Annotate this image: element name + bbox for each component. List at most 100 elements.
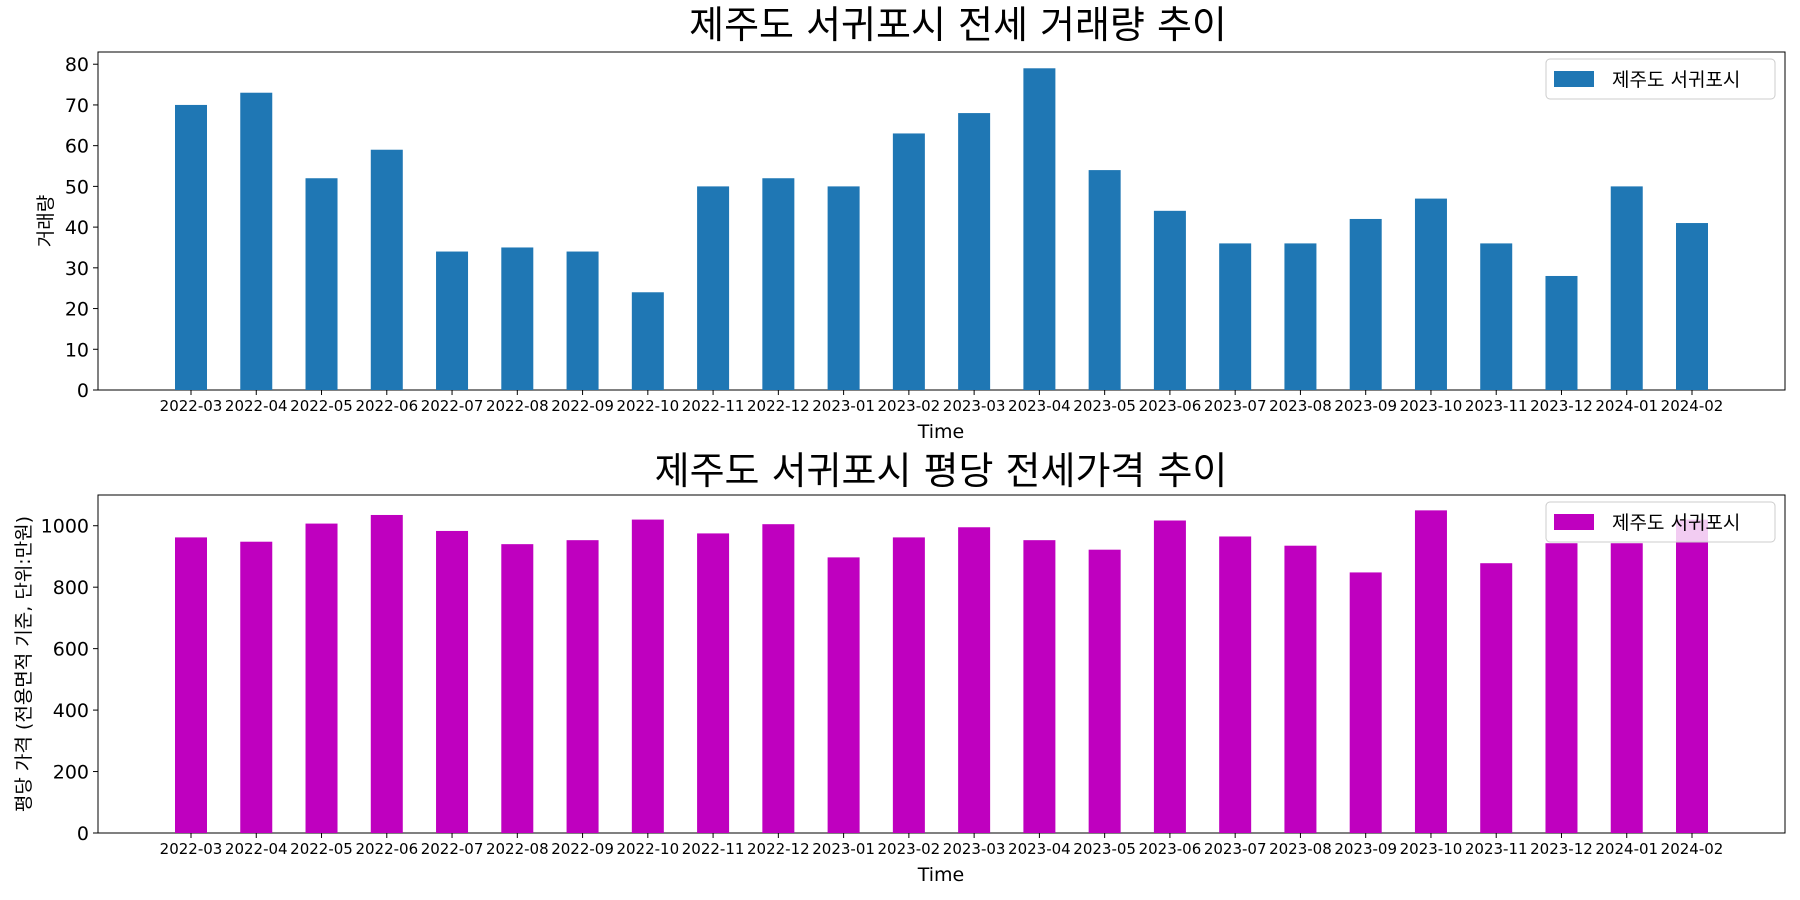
bar-group <box>175 68 1708 390</box>
x-tick-label: 2023-07 <box>1204 397 1267 415</box>
y-tick-label: 400 <box>53 700 89 722</box>
bar-2022-08 <box>501 544 534 833</box>
bar-2023-09 <box>1349 218 1382 390</box>
x-tick-label: 2023-01 <box>812 840 875 858</box>
x-tick-label: 2024-02 <box>1661 397 1724 415</box>
y-tick-label: 80 <box>65 54 89 76</box>
y-axis-ticks: 0 10 20 30 40 50 60 70 80 <box>65 54 98 402</box>
x-axis-ticks: 2022-03 2022-04 2022-05 2022-06 2022-07 2022-… <box>160 833 1724 858</box>
bar-2023-07 <box>1219 243 1252 390</box>
legend-label: 제주도 서귀포시 <box>1612 512 1740 534</box>
bar-2022-08 <box>501 247 534 390</box>
x-tick-label: 2022-12 <box>747 397 810 415</box>
bar-2024-01 <box>1610 543 1643 833</box>
y-tick-label: 40 <box>65 217 89 239</box>
x-tick-label: 2023-05 <box>1073 397 1136 415</box>
bar-2023-04 <box>1023 540 1056 833</box>
x-tick-label: 2022-06 <box>355 840 418 858</box>
x-tick-label: 2022-09 <box>551 397 614 415</box>
y-tick-label: 0 <box>77 380 89 402</box>
y-tick-label: 600 <box>53 639 89 661</box>
bar-2023-08 <box>1284 545 1317 833</box>
bar-2023-04 <box>1023 68 1056 390</box>
bar-2023-03 <box>958 527 991 833</box>
x-tick-label: 2023-09 <box>1334 397 1397 415</box>
x-tick-label: 2023-04 <box>1008 840 1071 858</box>
x-tick-label: 2022-04 <box>225 840 288 858</box>
bar-2022-06 <box>370 514 403 833</box>
x-tick-label: 2022-08 <box>486 840 549 858</box>
bar-2022-10 <box>631 292 664 390</box>
bar-2023-02 <box>892 537 925 833</box>
x-tick-label: 2023-07 <box>1204 840 1267 858</box>
bar-2022-04 <box>240 541 273 833</box>
x-tick-label: 2022-03 <box>160 397 223 415</box>
y-tick-label: 50 <box>65 176 89 198</box>
bar-2022-09 <box>566 251 599 390</box>
bar-2022-09 <box>566 540 599 833</box>
bar-2022-04 <box>240 92 273 390</box>
y-tick-label: 60 <box>65 136 89 158</box>
bar-2023-10 <box>1414 510 1447 833</box>
x-tick-label: 2022-06 <box>355 397 418 415</box>
x-tick-label: 2023-10 <box>1400 397 1463 415</box>
x-tick-label: 2022-07 <box>421 397 484 415</box>
chart-price-panel: 제주도 서귀포시 평당 전세가격 추이 0 200 400 600 800 1000 20… <box>13 449 1786 886</box>
bar-2022-05 <box>305 523 338 833</box>
y-tick-label: 10 <box>65 339 89 361</box>
y-tick-label: 70 <box>65 95 89 117</box>
x-axis-label: Time <box>917 421 965 443</box>
bar-2022-06 <box>370 149 403 390</box>
x-tick-label: 2023-12 <box>1530 397 1593 415</box>
bar-2023-06 <box>1153 520 1186 833</box>
bar-2022-12 <box>762 524 795 833</box>
x-tick-label: 2023-03 <box>943 397 1006 415</box>
x-tick-label: 2023-05 <box>1073 840 1136 858</box>
bar-2022-03 <box>175 104 207 390</box>
x-tick-label: 2022-10 <box>616 840 679 858</box>
x-tick-label: 2022-12 <box>747 840 810 858</box>
chart-volume-panel: 제주도 서귀포시 전세 거래량 추이 0 10 20 30 40 50 60 70 80 202… <box>35 3 1786 443</box>
bar-2022-12 <box>762 178 795 390</box>
x-tick-label: 2024-01 <box>1595 397 1658 415</box>
bar-2023-09 <box>1349 572 1382 833</box>
x-tick-label: 2023-06 <box>1139 840 1202 858</box>
bar-2022-11 <box>697 533 730 833</box>
x-tick-label: 2022-05 <box>290 397 353 415</box>
bar-2023-12 <box>1545 543 1578 833</box>
bar-2022-07 <box>436 530 469 833</box>
bar-2022-07 <box>436 251 469 390</box>
legend-frame <box>1545 58 1776 100</box>
bar-2022-05 <box>305 178 338 390</box>
x-tick-label: 2022-03 <box>160 840 223 858</box>
x-tick-label: 2022-10 <box>616 397 679 415</box>
legend: 제주도 서귀포시 <box>1545 501 1776 543</box>
x-tick-label: 2022-09 <box>551 840 614 858</box>
bar-2024-01 <box>1610 186 1643 390</box>
x-tick-label: 2023-10 <box>1400 840 1463 858</box>
y-tick-label: 1000 <box>41 516 89 538</box>
bar-2023-01 <box>827 186 860 390</box>
bar-2023-02 <box>892 133 925 390</box>
bar-2022-10 <box>631 519 664 833</box>
plot-frame <box>97 494 1786 834</box>
bar-group <box>175 510 1708 833</box>
y-tick-label: 30 <box>65 258 89 280</box>
y-tick-label: 20 <box>65 299 89 321</box>
x-axis-ticks: 2022-03 2022-04 2022-05 2022-06 2022-07 2022-… <box>160 390 1724 415</box>
y-tick-label: 0 <box>77 823 89 845</box>
x-tick-label: 2023-06 <box>1139 397 1202 415</box>
x-tick-label: 2023-11 <box>1465 840 1528 858</box>
x-tick-label: 2024-02 <box>1661 840 1724 858</box>
bar-2023-05 <box>1088 549 1121 833</box>
bar-2023-11 <box>1480 243 1513 390</box>
x-axis-label: Time <box>917 864 965 886</box>
bar-2023-12 <box>1545 275 1578 390</box>
x-tick-label: 2024-01 <box>1595 840 1658 858</box>
bar-2022-03 <box>175 537 207 833</box>
x-tick-label: 2023-04 <box>1008 397 1071 415</box>
x-tick-label: 2022-05 <box>290 840 353 858</box>
bar-2023-01 <box>827 557 860 833</box>
legend-swatch <box>1554 71 1594 87</box>
